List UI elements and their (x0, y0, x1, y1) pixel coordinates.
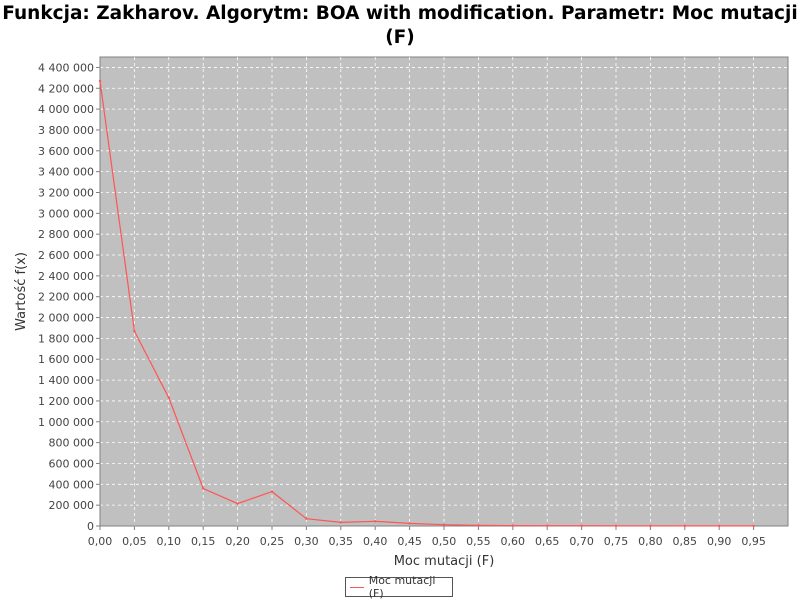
x-tick-label: 0,15 (191, 535, 216, 548)
y-tick-label: 4 000 000 (38, 103, 94, 116)
x-tick-label: 0,55 (466, 535, 491, 548)
y-tick-label: 2 200 000 (38, 291, 94, 304)
x-tick-label: 0,80 (638, 535, 663, 548)
x-tick-label: 0,00 (88, 535, 113, 548)
x-tick-label: 0,10 (157, 535, 182, 548)
y-tick-label: 1 000 000 (38, 416, 94, 429)
y-tick-label: 3 800 000 (38, 124, 94, 137)
data-point (649, 524, 652, 528)
y-tick-label: 2 000 000 (38, 312, 94, 325)
y-tick-label: 600 000 (49, 457, 95, 470)
data-point (718, 524, 721, 528)
legend-label: Moc mutacji (F) (368, 574, 436, 600)
data-point (98, 79, 102, 83)
x-tick-label: 0,40 (363, 535, 388, 548)
data-point (580, 524, 583, 527)
chart-title: Funkcja: Zakharov. Algorytm: BOA with mo… (0, 2, 800, 50)
x-tick-label: 0,25 (260, 535, 285, 548)
data-point (752, 524, 755, 528)
y-tick-label: 400 000 (49, 478, 95, 491)
data-point (683, 524, 686, 528)
y-tick-label: 1 800 000 (38, 332, 94, 345)
data-point (339, 521, 342, 524)
data-point (511, 524, 514, 527)
y-axis-title: Wartość f(x) (14, 252, 29, 331)
data-point (133, 329, 136, 333)
y-tick-label: 1 400 000 (38, 374, 94, 387)
series-line (99, 80, 754, 527)
y-tick-label: 3 400 000 (38, 166, 94, 179)
data-point (546, 524, 549, 527)
data-point (442, 523, 446, 526)
y-tick-label: 1 200 000 (38, 395, 94, 408)
y-tick-label: 2 400 000 (38, 270, 94, 283)
axes: 0 200 000 400 000 600 000 800 000 1 000 000 1 … (38, 57, 788, 548)
x-tick-label: 0,30 (294, 535, 319, 548)
data-point (270, 490, 274, 493)
y-tick-label: 2 600 000 (38, 249, 94, 262)
legend-swatch-icon (350, 586, 364, 588)
y-tick-label: 4 200 000 (38, 82, 94, 95)
y-tick-label: 4 400 000 (38, 61, 94, 74)
x-tick-label: 0,20 (225, 535, 250, 548)
x-tick-label: 0,35 (329, 535, 354, 548)
y-tick-label: 200 000 (49, 499, 95, 512)
data-point (408, 522, 411, 525)
data-point (305, 517, 308, 520)
series-layer (98, 79, 755, 528)
data-point (477, 524, 480, 527)
x-tick-label: 0,65 (535, 535, 560, 548)
x-tick-label: 0,45 (397, 535, 422, 548)
y-tick-label: 3 000 000 (38, 207, 94, 220)
x-tick-label: 0,90 (707, 535, 732, 548)
x-tick-label: 0,60 (501, 535, 526, 548)
x-axis-title: Moc mutacji (F) (394, 554, 495, 569)
x-tick-label: 0,70 (569, 535, 594, 548)
chart-title-text: Funkcja: Zakharov. Algorytm: BOA with mo… (2, 3, 798, 48)
y-tick-label: 800 000 (49, 437, 95, 450)
y-tick-label: 3 600 000 (38, 145, 94, 158)
x-tick-label: 0,95 (741, 535, 766, 548)
legend: Moc mutacji (F) (345, 574, 453, 600)
data-point (202, 487, 205, 490)
data-point (167, 396, 170, 400)
y-tick-label: 1 600 000 (38, 353, 94, 366)
x-tick-label: 0,05 (122, 535, 147, 548)
data-point (236, 502, 239, 505)
y-tick-label: 3 200 000 (38, 186, 94, 199)
x-tick-label: 0,85 (673, 535, 698, 548)
data-point (614, 524, 618, 527)
data-point (374, 520, 377, 523)
y-tick-label: 0 (87, 520, 94, 533)
x-tick-label: 0,75 (604, 535, 629, 548)
grid-lines (100, 57, 788, 526)
x-tick-label: 0,50 (432, 535, 457, 548)
y-tick-label: 2 800 000 (38, 228, 94, 241)
